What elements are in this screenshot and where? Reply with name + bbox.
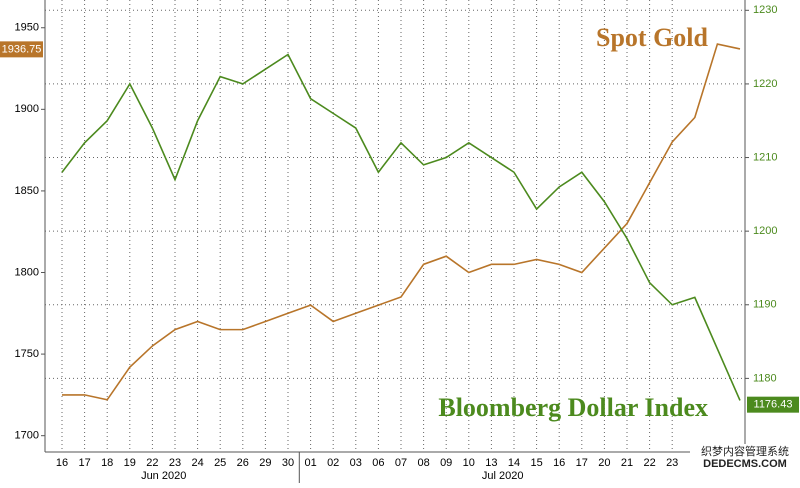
watermark: 织梦内容管理系统 [701,444,789,458]
x-tick-label: 16 [553,457,565,469]
y-tick-label: 1700 [15,430,39,442]
x-tick-label: 24 [191,457,203,469]
x-tick-label: 22 [643,457,655,469]
month-label: Jul 2020 [482,470,524,482]
series-line [62,43,741,401]
x-tick-label: 26 [237,457,249,469]
x-tick-label: 17 [576,457,588,469]
x-tick-label: 25 [214,457,226,469]
x-tick-label: 23 [666,457,678,469]
x-tick-label: 15 [530,457,542,469]
x-tick-label: 19 [124,457,136,469]
y-tick-label: 1850 [15,185,39,197]
current-tag [0,41,43,58]
y-tick-label: 1950 [15,22,39,34]
x-tick-label: 23 [169,457,181,469]
x-tick-label: 21 [621,457,633,469]
y-tick-label: 1800 [15,266,39,278]
y2-tick-label: 1210 [753,151,777,163]
x-tick-label: 08 [417,457,429,469]
x-tick-label: 29 [259,457,271,469]
y2-tick-label: 1200 [753,225,777,237]
x-tick-label: 13 [485,457,497,469]
x-tick-label: 20 [598,457,610,469]
x-tick-label: 17 [78,457,90,469]
series-line [61,53,741,401]
x-tick-label: 07 [395,457,407,469]
x-tick-label: 16 [56,457,68,469]
series-label: Spot Gold [596,23,709,52]
y-tick-label: 1750 [15,348,39,360]
x-tick-label: 03 [350,457,362,469]
series-label: Bloomberg Dollar Index [438,393,708,422]
current-label: 1176.43 [754,399,793,411]
x-tick-label: 30 [282,457,294,469]
watermark-bg [690,444,800,470]
y2-tick-label: 1230 [753,4,777,16]
y2-tick-label: 1220 [753,78,777,90]
x-tick-label: 09 [440,457,452,469]
current-label: 1936.75 [2,43,42,55]
watermark: DEDECMS.COM [703,458,787,470]
x-tick-label: 02 [327,457,339,469]
month-label: Jun 2020 [141,470,186,482]
x-tick-label: 18 [101,457,113,469]
y-tick-label: 1900 [15,103,39,115]
x-tick-label: 22 [146,457,158,469]
current-tag [747,396,799,413]
x-tick-label: 01 [304,457,316,469]
y2-tick-label: 1190 [753,299,777,311]
x-tick-label: 14 [508,457,520,469]
x-tick-label: 06 [372,457,384,469]
y2-tick-label: 1180 [753,372,777,384]
x-tick-label: 10 [463,457,475,469]
